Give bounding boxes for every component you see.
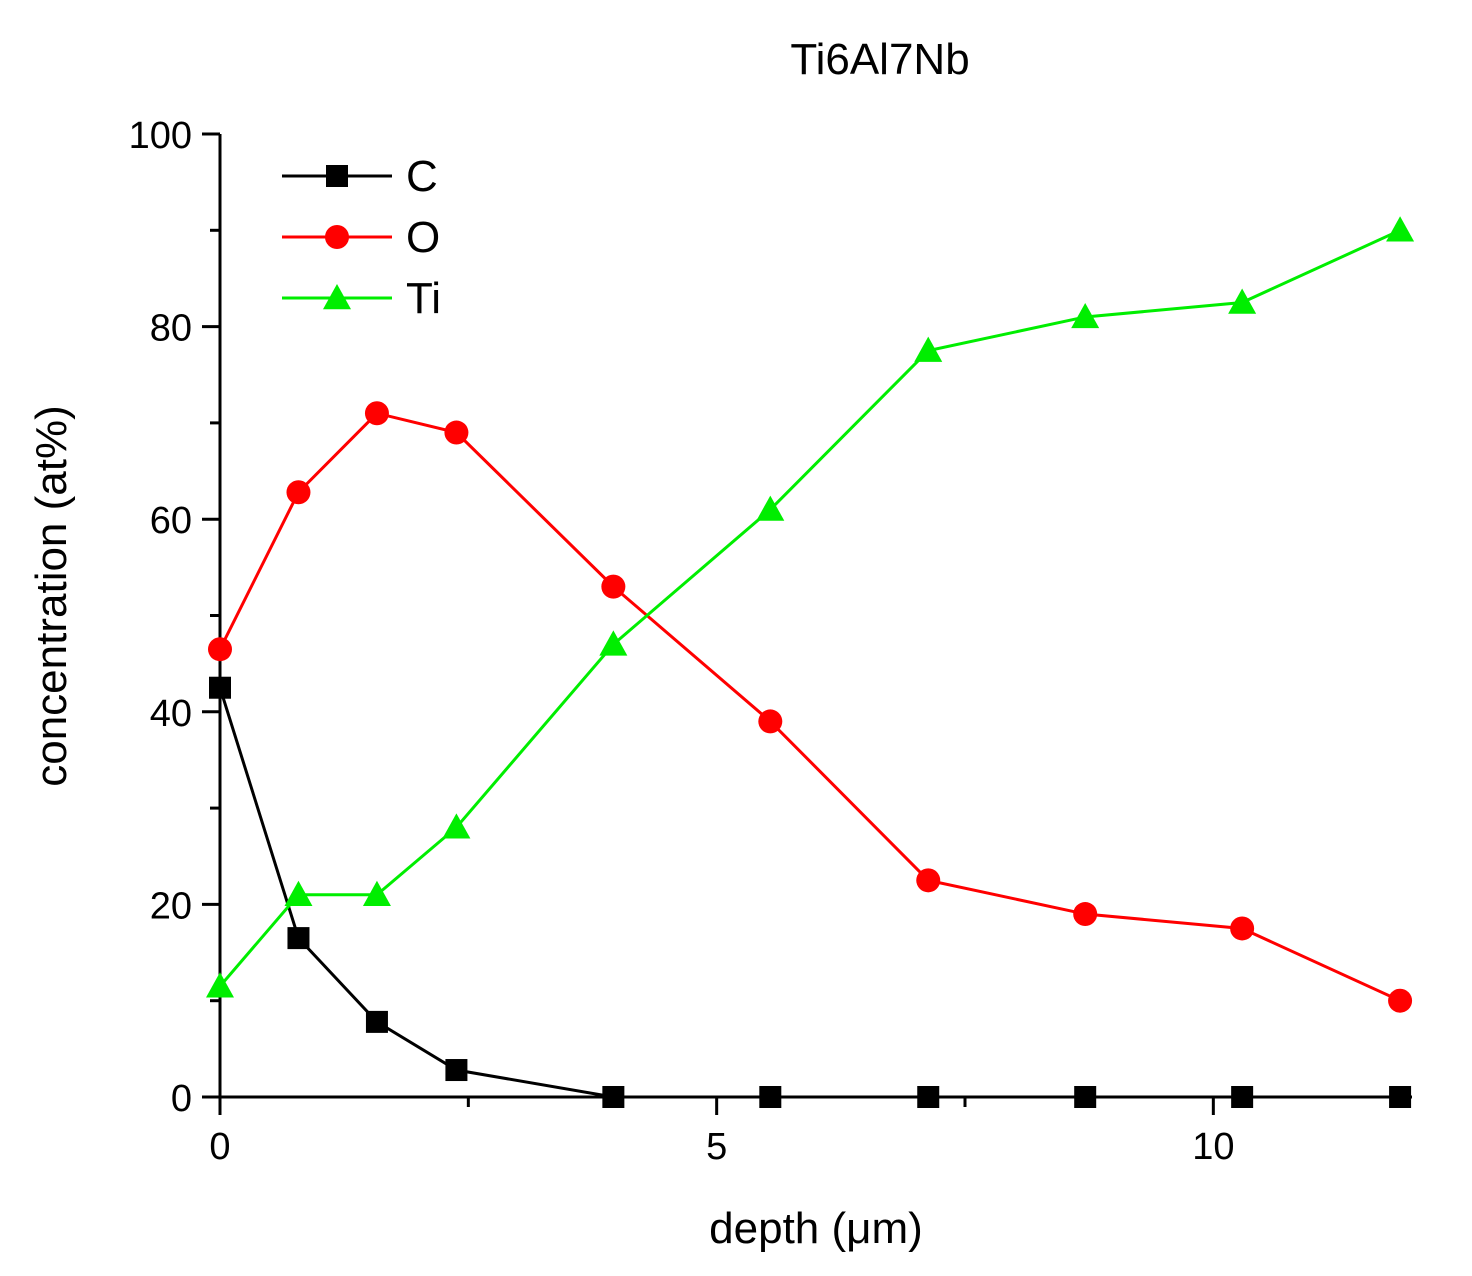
x-tick-label: 5 — [706, 1126, 727, 1168]
series-line-ti — [218, 228, 1401, 988]
legend: CO Ti — [282, 152, 441, 323]
data-point-ti — [362, 880, 391, 906]
y-tick-label: 0 — [171, 1078, 192, 1120]
y-tick-label: 80 — [150, 308, 192, 350]
data-point-ti — [206, 972, 234, 998]
data-point-ti — [284, 880, 313, 906]
data-point-o — [208, 637, 232, 662]
data-point-ti — [756, 495, 785, 521]
x-axis-label: depth (μm) — [709, 1204, 923, 1253]
legend-label: Ti — [406, 274, 441, 323]
series-o — [208, 401, 1413, 1013]
data-point-o — [364, 401, 389, 426]
series-ti — [206, 216, 1415, 998]
chart-title: Ti6Al7Nb — [790, 35, 969, 84]
series-c — [209, 676, 1412, 1108]
data-point-o — [1388, 988, 1413, 1013]
legend-item-o: O — [282, 213, 440, 262]
legend-label: C — [406, 152, 438, 201]
data-point-c — [209, 676, 231, 699]
y-tick-label: 20 — [150, 885, 192, 927]
data-point-ti — [1228, 288, 1257, 314]
data-point-o — [1073, 902, 1098, 927]
data-point-ti — [442, 813, 471, 839]
data-point-ti — [1071, 302, 1100, 329]
data-point-c — [1231, 1086, 1254, 1108]
legend-marker — [323, 284, 351, 310]
legend-item-ti: Ti — [282, 274, 441, 323]
data-point-c — [287, 927, 310, 950]
data-point-o — [601, 574, 626, 599]
data-point-o — [916, 868, 941, 893]
data-point-ti — [1386, 216, 1415, 242]
data-point-ti — [599, 630, 628, 656]
data-point-o — [1230, 916, 1255, 941]
y-tick-label: 40 — [150, 693, 192, 735]
legend-marker — [325, 225, 349, 249]
x-tick-label: 0 — [209, 1126, 230, 1168]
data-point-o — [758, 709, 783, 734]
y-tick-label: 100 — [129, 115, 192, 157]
data-point-c — [445, 1059, 468, 1082]
data-point-o — [286, 480, 311, 505]
data-point-o — [444, 420, 469, 445]
series-layer — [206, 216, 1415, 1108]
series-line-c — [218, 687, 1401, 1099]
y-axis-label: concentration (at%) — [27, 405, 76, 787]
data-point-c — [602, 1086, 625, 1108]
y-tick-label: 60 — [150, 500, 192, 542]
legend-marker — [326, 165, 348, 187]
data-point-c — [1074, 1086, 1097, 1108]
data-point-c — [1389, 1086, 1412, 1108]
data-point-ti — [914, 336, 943, 362]
axes: 0 20 40 60 80 100 0 5 10 — [129, 115, 1412, 1168]
data-point-c — [759, 1086, 782, 1108]
legend-label: O — [406, 213, 440, 262]
series-line-o — [218, 411, 1401, 1003]
data-point-c — [365, 1010, 388, 1033]
data-point-c — [917, 1086, 940, 1108]
x-tick-label: 10 — [1192, 1126, 1234, 1168]
legend-item-c: C — [282, 152, 438, 201]
